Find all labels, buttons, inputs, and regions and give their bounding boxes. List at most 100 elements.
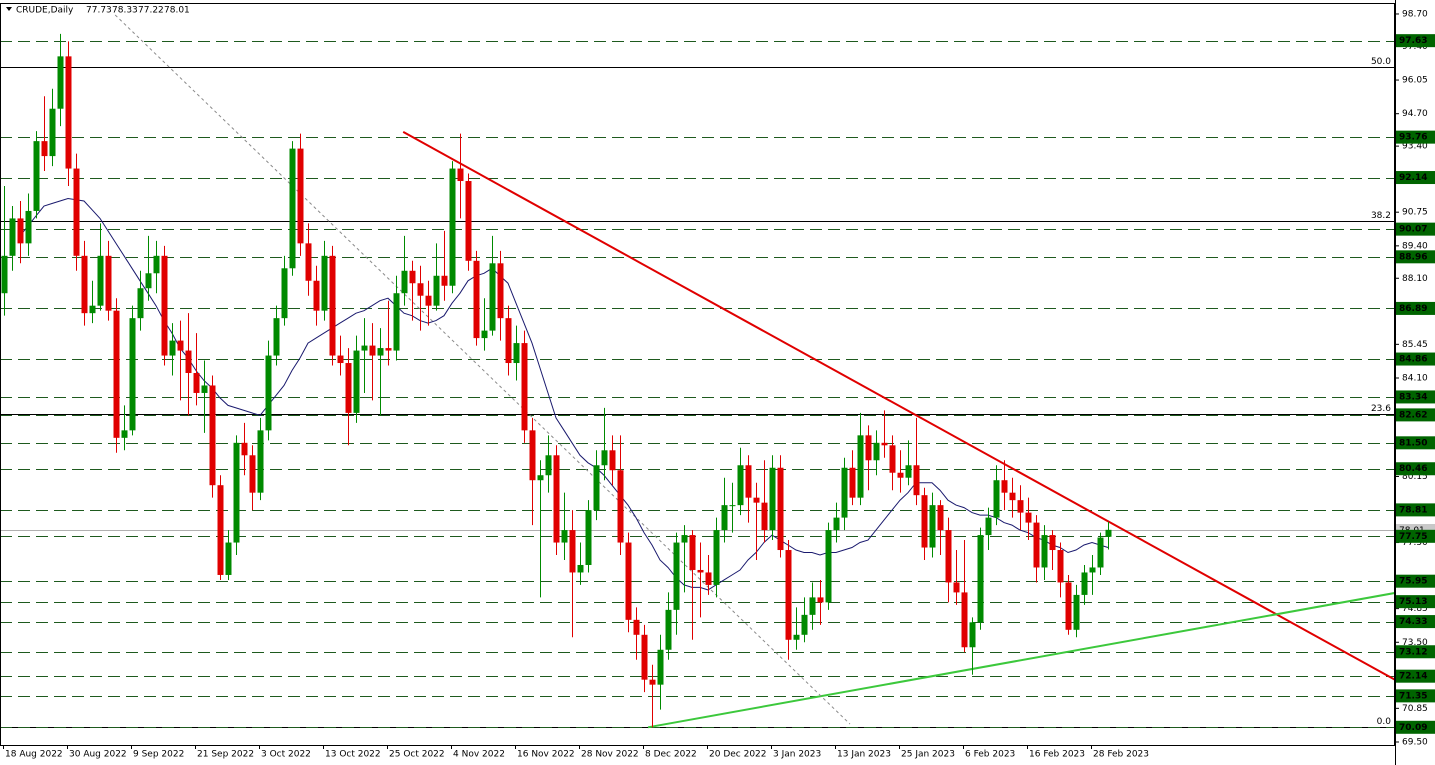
candle-body xyxy=(313,280,320,311)
level-label: 97.63 xyxy=(1399,36,1427,46)
candle-body xyxy=(249,455,256,493)
level-label: 73.12 xyxy=(1399,647,1427,657)
trendline xyxy=(114,14,851,725)
level-label: 92.14 xyxy=(1399,173,1427,183)
fib-label: 23.6 xyxy=(1371,404,1391,414)
candle-body xyxy=(265,355,272,431)
candle-body xyxy=(33,141,40,211)
candle-body xyxy=(889,445,896,473)
candle-body xyxy=(209,385,216,486)
x-tick-label: 13 Jan 2023 xyxy=(837,750,891,760)
candle-body xyxy=(601,450,608,466)
candle-body xyxy=(1033,522,1040,568)
candle-body xyxy=(1025,512,1032,523)
candle-body xyxy=(953,582,960,593)
candle-body xyxy=(537,475,544,481)
x-tick-label: 25 Jan 2023 xyxy=(901,750,955,760)
candle-body xyxy=(433,275,440,306)
candle-body xyxy=(369,345,376,356)
level-box xyxy=(1396,222,1435,236)
level-label: 75.13 xyxy=(1399,597,1427,607)
candle-body xyxy=(481,330,488,339)
candle-body xyxy=(729,505,736,507)
header-arrow xyxy=(6,7,12,11)
candle-body xyxy=(465,181,472,261)
candle-body xyxy=(849,467,856,498)
symbol-title: CRUDE,Daily xyxy=(16,6,74,16)
candle-body xyxy=(801,614,808,635)
level-box xyxy=(1396,529,1435,543)
x-tick-label: 3 Jan 2023 xyxy=(773,750,821,760)
y-tick-label: 90.75 xyxy=(1402,208,1428,218)
plot-frame xyxy=(0,3,1395,746)
candle-body xyxy=(401,270,408,294)
candle-body xyxy=(497,263,504,319)
candle-body xyxy=(1105,529,1112,537)
x-tick-label: 30 Aug 2022 xyxy=(69,750,127,760)
candle-body xyxy=(329,255,336,356)
level-box xyxy=(1396,689,1435,703)
level-box xyxy=(1396,574,1435,588)
candle-body xyxy=(881,442,888,446)
candle-body xyxy=(73,168,80,256)
level-box xyxy=(1396,615,1435,629)
y-tick-label: 80.15 xyxy=(1402,472,1428,482)
candle-body xyxy=(561,530,568,543)
candle-body xyxy=(257,430,264,493)
candle-body xyxy=(97,255,104,306)
candle-body xyxy=(641,634,648,680)
candle-body xyxy=(1081,572,1088,595)
y-tick-label: 70.85 xyxy=(1402,704,1428,714)
fib-label: 50.0 xyxy=(1371,57,1391,67)
candle-body xyxy=(513,343,520,364)
candle-body xyxy=(353,350,360,413)
level-box xyxy=(1396,390,1435,404)
candle-body xyxy=(1065,582,1072,630)
level-box xyxy=(1396,34,1435,48)
candle-body xyxy=(145,273,152,289)
price-axis-bg xyxy=(1396,0,1435,765)
candle-body xyxy=(985,517,992,536)
y-tick-label: 88.10 xyxy=(1402,274,1428,284)
candle-body xyxy=(1017,500,1024,513)
candle-body xyxy=(977,535,984,623)
x-tick-label: 4 Nov 2022 xyxy=(453,750,505,760)
header-open: 77.73 xyxy=(86,6,112,16)
candle-body xyxy=(721,505,728,531)
candle-body xyxy=(761,502,768,531)
candle-body xyxy=(377,348,384,356)
candle-body xyxy=(529,430,536,481)
candle-body xyxy=(489,263,496,331)
candle-body xyxy=(105,255,112,311)
x-tick-label: 25 Oct 2022 xyxy=(389,750,445,760)
level-box xyxy=(1396,352,1435,366)
x-tick-label: 18 Aug 2022 xyxy=(5,750,63,760)
level-box xyxy=(1396,436,1435,450)
candle-body xyxy=(273,318,280,356)
level-label: 71.35 xyxy=(1399,691,1427,701)
y-tick-label: 94.70 xyxy=(1402,109,1428,119)
candle-body xyxy=(769,467,776,531)
level-box xyxy=(1396,669,1435,683)
candle-body xyxy=(617,470,624,543)
candle-body xyxy=(345,363,352,413)
candle-body xyxy=(705,572,712,585)
x-tick-label: 6 Feb 2023 xyxy=(965,750,1015,760)
y-tick-label: 73.50 xyxy=(1402,638,1428,648)
y-tick-label: 96.05 xyxy=(1402,76,1428,86)
candle-body xyxy=(337,355,344,364)
level-label: 88.96 xyxy=(1399,252,1427,262)
x-tick-label: 3 Oct 2022 xyxy=(261,750,311,760)
candle-body xyxy=(937,505,944,531)
level-label: 70.09 xyxy=(1399,723,1427,733)
candle-body xyxy=(1073,594,1080,630)
candle-body xyxy=(193,373,200,393)
candle-body xyxy=(929,505,936,548)
level-label: 84.86 xyxy=(1399,355,1427,365)
level-box xyxy=(1396,408,1435,422)
level-label: 93.76 xyxy=(1399,133,1427,143)
candle-body xyxy=(89,305,96,314)
candle-body xyxy=(217,485,224,575)
candle-body xyxy=(921,495,928,548)
candle-body xyxy=(689,535,696,570)
